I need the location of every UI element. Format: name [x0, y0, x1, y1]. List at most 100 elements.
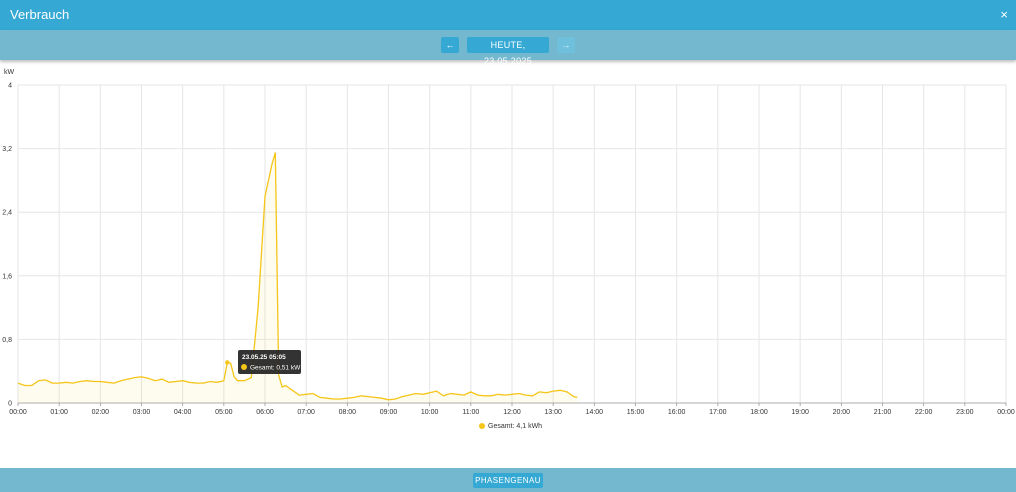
- y-tick-label: 1,6: [2, 273, 12, 280]
- data-point: [517, 392, 520, 395]
- data-point: [281, 386, 284, 389]
- data-point: [229, 362, 232, 365]
- x-tick-label: 08:00: [339, 409, 357, 416]
- x-tick-label: 16:00: [668, 409, 686, 416]
- previous-day-button[interactable]: ←: [441, 37, 459, 53]
- series-points: [17, 163, 555, 401]
- x-tick-label: 00:00: [997, 409, 1015, 416]
- data-point: [243, 379, 246, 382]
- data-point: [380, 397, 383, 400]
- series-line[interactable]: [17, 152, 578, 401]
- y-tick-label: 4: [8, 83, 12, 90]
- next-day-button[interactable]: →: [557, 37, 575, 53]
- data-point: [270, 163, 273, 166]
- y-tick-label: 0: [8, 401, 12, 408]
- x-tick-label: 23:00: [956, 409, 974, 416]
- data-point: [215, 381, 218, 384]
- data-point: [552, 390, 555, 393]
- data-point: [435, 390, 438, 393]
- data-point: [85, 379, 88, 382]
- x-tick-label: 09:00: [380, 409, 398, 416]
- x-tick-label: 12:00: [503, 409, 521, 416]
- data-point: [250, 376, 253, 379]
- data-point: [65, 381, 68, 384]
- y-axis-ticks: 0 0,8 1,6 2,4 3,2 4: [2, 83, 12, 408]
- data-point: [233, 375, 236, 378]
- date-navigation: ← HEUTE, 23.05.2025 →: [0, 30, 1016, 66]
- arrow-right-icon: →: [561, 40, 571, 50]
- data-point: [504, 394, 507, 397]
- footer-bar: PHASENGENAU: [0, 468, 1016, 492]
- arrow-left-icon: ←: [445, 40, 455, 50]
- chart-svg: kW 0 0,8 1,6 2,4 3,2 4 00:00 01:00 02:00 03:00 04…: [2, 69, 1015, 430]
- close-icon[interactable]: ×: [1000, 7, 1008, 22]
- data-point: [339, 398, 342, 401]
- data-point: [360, 394, 363, 397]
- x-tick-label: 22:00: [915, 409, 933, 416]
- tooltip-text: Gesamt: 0,51 kW: [250, 365, 301, 372]
- data-point: [195, 382, 198, 385]
- data-point: [257, 306, 260, 309]
- y-tick-label: 3,2: [2, 146, 12, 153]
- data-point: [366, 395, 369, 398]
- data-point: [284, 384, 287, 387]
- data-point: [291, 389, 294, 392]
- tooltip-box: [238, 350, 301, 374]
- chart-legend[interactable]: Gesamt: 4,1 kWh: [479, 423, 542, 430]
- y-axis-label: kW: [4, 69, 15, 76]
- data-point: [462, 394, 465, 397]
- phase-detail-button[interactable]: PHASENGENAU: [473, 473, 543, 488]
- data-point: [17, 382, 20, 385]
- data-point: [147, 377, 150, 380]
- data-point: [133, 376, 136, 379]
- data-point: [353, 396, 356, 399]
- x-tick-label: 15:00: [627, 409, 645, 416]
- data-point: [106, 381, 109, 384]
- x-tick-label: 17:00: [709, 409, 727, 416]
- data-point: [442, 394, 445, 397]
- data-point: [318, 396, 321, 399]
- x-tick-label: 20:00: [833, 409, 851, 416]
- x-tick-label: 01:00: [50, 409, 68, 416]
- data-point: [209, 380, 212, 383]
- x-tick-label: 00:00: [9, 409, 27, 416]
- x-tick-label: 14:00: [586, 409, 604, 416]
- legend-marker: [479, 423, 485, 429]
- data-point: [44, 378, 47, 381]
- data-point: [236, 379, 239, 382]
- x-tick-label: 06:00: [256, 409, 274, 416]
- legend-label: Gesamt: 4,1 kWh: [488, 423, 542, 430]
- data-point: [511, 393, 514, 396]
- data-point: [346, 397, 349, 400]
- x-tick-label: 02:00: [92, 409, 110, 416]
- date-button[interactable]: HEUTE, 23.05.2025: [467, 37, 549, 66]
- data-point: [181, 379, 184, 382]
- data-point: [140, 375, 143, 378]
- data-point: [332, 398, 335, 401]
- data-point: [538, 390, 541, 393]
- data-point: [154, 379, 157, 382]
- data-point: [51, 382, 54, 385]
- data-point: [408, 394, 411, 397]
- data-point: [188, 381, 191, 384]
- data-point: [394, 398, 397, 401]
- data-point: [387, 398, 390, 401]
- x-tick-label: 04:00: [174, 409, 192, 416]
- data-point: [298, 394, 301, 397]
- x-tick-label: 13:00: [544, 409, 562, 416]
- data-point: [524, 394, 527, 397]
- x-tick-label: 11:00: [462, 409, 479, 416]
- data-point: [78, 380, 81, 383]
- window-title: Verbrauch: [10, 7, 70, 22]
- data-point: [305, 393, 308, 396]
- title-bar: Verbrauch ×: [0, 0, 1016, 30]
- x-tick-label: 19:00: [791, 409, 809, 416]
- data-point: [264, 195, 267, 198]
- data-point: [119, 379, 122, 382]
- data-point: [113, 382, 116, 385]
- data-point: [23, 384, 26, 387]
- x-tick-label: 05:00: [215, 409, 233, 416]
- data-point: [222, 379, 225, 382]
- data-point: [469, 390, 472, 393]
- highlighted-point: [225, 360, 230, 365]
